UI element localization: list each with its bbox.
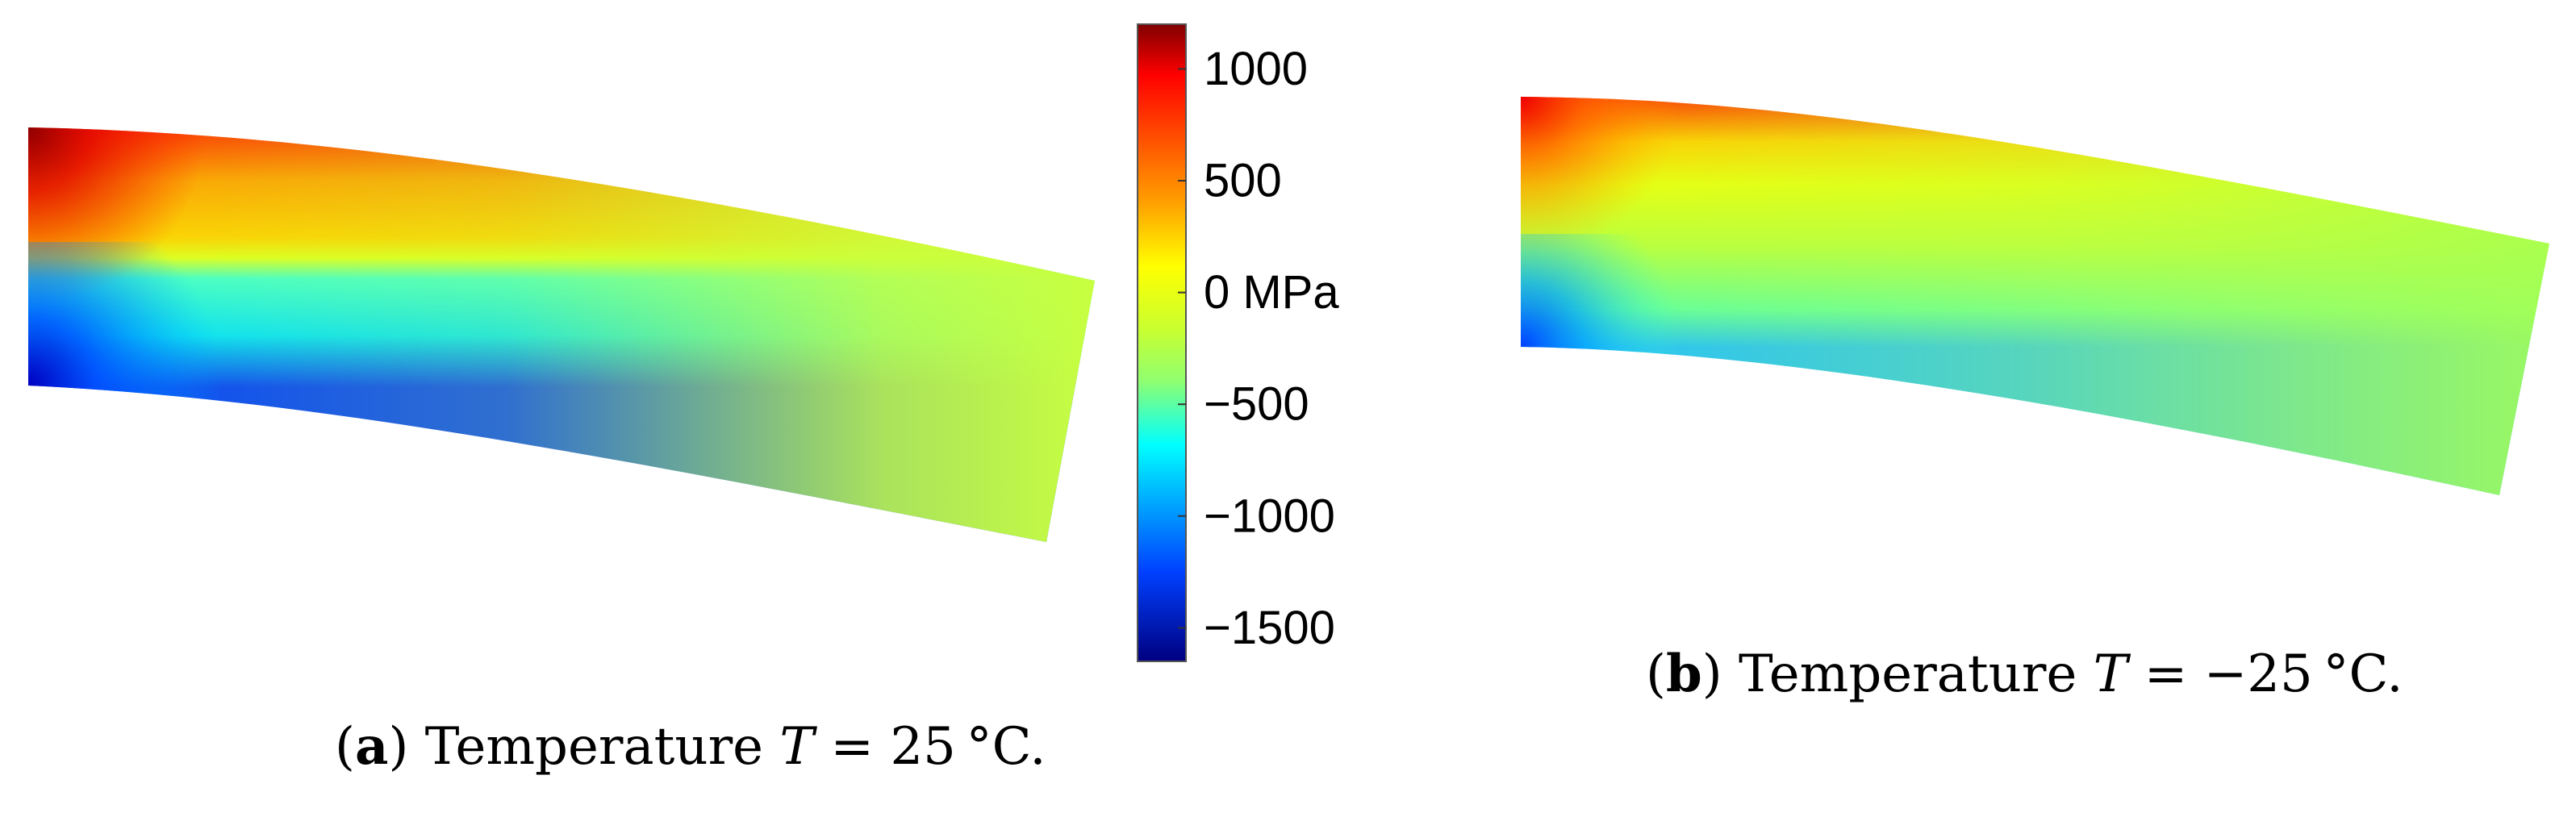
panel-a-compression-peak bbox=[28, 242, 347, 403]
panel-a-beam bbox=[28, 127, 1095, 542]
colorbar-tick-label: −1000 bbox=[1204, 490, 1335, 542]
colorbar-gradient bbox=[1137, 23, 1187, 662]
caption-a-letter: a bbox=[354, 716, 389, 777]
caption-panel-a: (a) Temperature T = 25 °C. bbox=[335, 716, 1046, 777]
panel-b-beam bbox=[1521, 97, 2549, 495]
caption-b-value: = −25 °C. bbox=[2127, 644, 2403, 704]
colorbar-tick-label: 1000 bbox=[1204, 43, 1308, 95]
colorbar-tick-label: 500 bbox=[1204, 155, 1282, 207]
colorbar-tick-label: −500 bbox=[1204, 378, 1309, 431]
colorbar-ticks: 1000 500 0 MPa −500 −1000 −1500 bbox=[1178, 43, 1339, 654]
colorbar: 1000 500 0 MPa −500 −1000 −1500 bbox=[1137, 23, 1339, 662]
colorbar-tick-label: 0 MPa bbox=[1204, 266, 1339, 319]
panel-b-compression-peak bbox=[1521, 234, 1807, 355]
caption-a-variable: T bbox=[779, 717, 815, 777]
caption-a-value: = 25 °C. bbox=[814, 717, 1046, 777]
caption-b-variable: T bbox=[2093, 644, 2128, 704]
caption-a-prefix: Temperature bbox=[424, 717, 780, 777]
caption-panel-b: (b) Temperature T = −25 °C. bbox=[1646, 644, 2403, 704]
caption-b-letter: b bbox=[1665, 644, 1702, 704]
colorbar-tick-label: −1500 bbox=[1204, 602, 1335, 654]
caption-b-prefix: Temperature bbox=[1739, 644, 2094, 704]
panel-b-tension-peak bbox=[1521, 97, 1807, 250]
